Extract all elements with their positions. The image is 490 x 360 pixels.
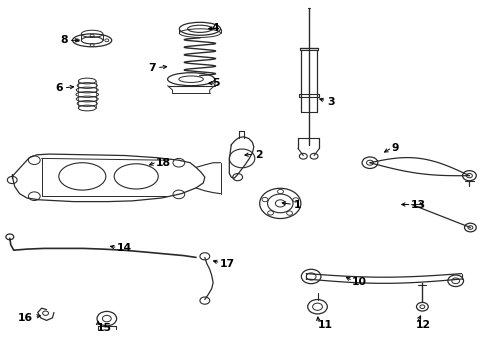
- Text: 2: 2: [255, 150, 263, 160]
- Text: 12: 12: [416, 320, 431, 330]
- Text: 7: 7: [148, 63, 156, 73]
- Text: 6: 6: [55, 83, 63, 93]
- Text: 18: 18: [156, 158, 171, 168]
- Text: 11: 11: [318, 320, 333, 330]
- Text: 8: 8: [60, 35, 68, 45]
- Text: 14: 14: [117, 243, 132, 253]
- Text: 17: 17: [220, 258, 235, 269]
- Text: 13: 13: [411, 200, 426, 210]
- Text: 1: 1: [294, 200, 301, 210]
- Text: 10: 10: [352, 276, 367, 287]
- Text: 4: 4: [212, 23, 220, 33]
- Text: 15: 15: [97, 323, 112, 333]
- Text: 16: 16: [18, 312, 33, 323]
- Text: 9: 9: [391, 143, 398, 153]
- Text: 3: 3: [327, 96, 335, 107]
- Text: 5: 5: [212, 78, 220, 88]
